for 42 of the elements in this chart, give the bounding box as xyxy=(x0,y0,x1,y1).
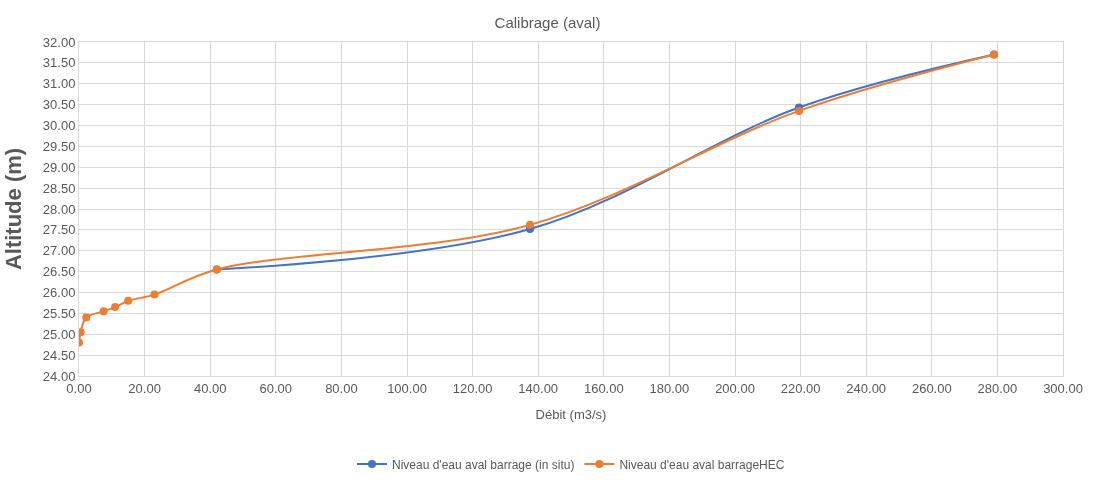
y-tick-label: 26.50 xyxy=(42,264,76,280)
x-tick-label: 60.00 xyxy=(259,380,293,396)
y-tick-label: 29.00 xyxy=(42,159,76,175)
y-tick-label: 24.50 xyxy=(42,347,76,363)
x-tick-label: 300.00 xyxy=(1043,380,1083,396)
y-tick-label: 27.00 xyxy=(42,243,76,259)
x-tick-label: 200.00 xyxy=(715,380,755,396)
y-tick-label: 31.50 xyxy=(42,55,76,71)
point xyxy=(124,296,133,305)
x-tick-label: 220.00 xyxy=(780,380,821,396)
y-tick-label: 30.00 xyxy=(42,118,76,134)
y-tick-label: 26.00 xyxy=(42,285,76,301)
y-tick-label: 28.50 xyxy=(42,180,76,196)
x-tick-label: 260.00 xyxy=(911,380,952,396)
y-tick-label: 31.00 xyxy=(42,76,76,92)
x-tick-label: 180.00 xyxy=(649,380,690,396)
point xyxy=(150,290,159,299)
x-axis-title: Débit (m3/s) xyxy=(535,407,607,423)
y-tick-label: 25.00 xyxy=(42,326,76,342)
point xyxy=(82,313,91,322)
x-tick-label: 160.00 xyxy=(583,380,624,396)
point xyxy=(99,307,108,316)
x-tick-label: 120.00 xyxy=(452,380,493,396)
x-tick-label: 40.00 xyxy=(193,380,227,396)
x-tick-label: 80.00 xyxy=(325,380,358,396)
y-tick-label: 30.50 xyxy=(42,97,76,113)
y-tick-label: 32.00 xyxy=(42,34,76,50)
x-tick-label: 140.00 xyxy=(518,380,559,396)
legend-label: Niveau d'eau aval barrage (in situ) xyxy=(392,457,575,472)
y-axis-title: Altitude (m) xyxy=(0,147,26,271)
y-tick-label: 27.50 xyxy=(42,222,76,238)
x-tick-label: 100.00 xyxy=(387,380,427,396)
x-tick-label: 280.00 xyxy=(977,380,1018,396)
point xyxy=(111,303,120,312)
chart-title: Calibrage (aval) xyxy=(494,13,601,31)
x-tick-label: 240.00 xyxy=(846,380,887,396)
legend-label: Niveau d'eau aval barrageHEC xyxy=(619,457,785,472)
y-tick-label: 25.50 xyxy=(42,305,76,321)
point xyxy=(526,220,534,229)
y-tick-label: 29.50 xyxy=(42,138,76,154)
y-tick-label: 28.00 xyxy=(42,201,76,217)
x-tick-label: 20.00 xyxy=(128,380,161,396)
